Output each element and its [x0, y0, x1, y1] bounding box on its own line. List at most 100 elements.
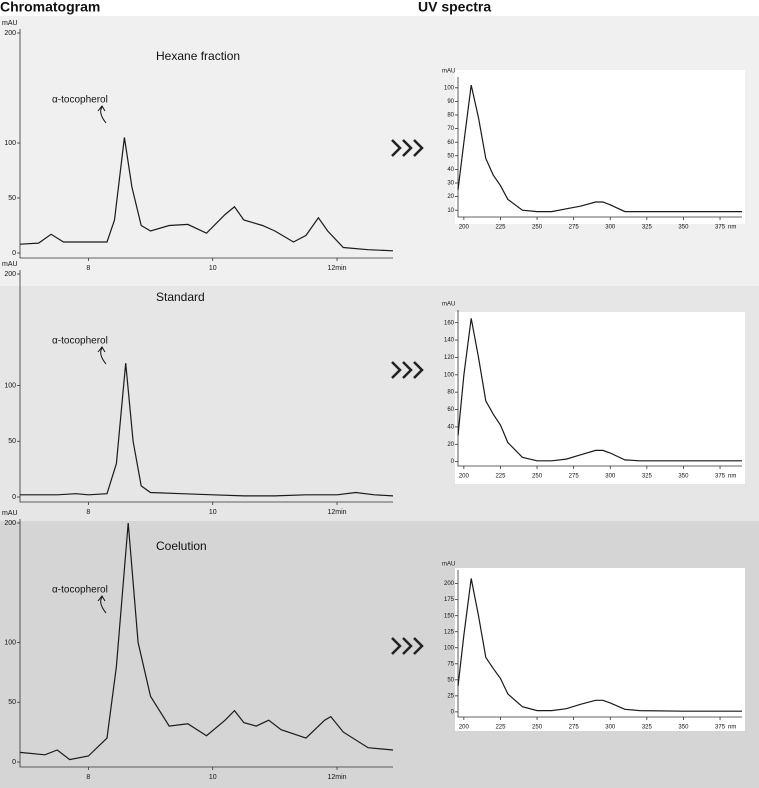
x-tick-label: 200 [459, 474, 470, 480]
peak-arrowhead [97, 595, 106, 602]
peak-arrow [100, 106, 107, 124]
y-tick-label: 50 [8, 438, 16, 445]
panel-title: Hexane fraction [156, 49, 240, 63]
y-axis-label: mAU [442, 302, 455, 308]
x-tick-label: 200 [459, 225, 470, 231]
y-tick-label: 100 [444, 85, 455, 91]
x-tick-label: 300 [605, 225, 616, 231]
y-tick-label: 10 [447, 208, 454, 214]
x-tick-label: 300 [605, 725, 616, 731]
x-tick-label: 250 [532, 474, 543, 480]
y-tick-label: 100 [444, 645, 455, 651]
y-axis-label: mAU [2, 20, 18, 27]
x-tick-label: 10 [209, 509, 217, 516]
x-tick-label: 200 [459, 725, 470, 731]
trace [19, 137, 394, 252]
y-tick-label: 50 [447, 153, 454, 159]
x-tick-label: 8 [86, 509, 90, 516]
x-axis-label: nm [728, 725, 736, 731]
axis [19, 519, 393, 768]
trace [20, 363, 394, 497]
panel-title: Coelution [156, 539, 207, 553]
peak-label: α-tocopherol [52, 95, 108, 106]
y-tick-label: 120 [444, 355, 455, 361]
y-tick-label: 200 [4, 30, 16, 37]
x-tick-label: 350 [678, 225, 689, 231]
x-tick-label: 10 [209, 774, 217, 781]
x-tick-label: 350 [678, 474, 689, 480]
y-tick-label: 40 [447, 424, 454, 430]
axis [457, 310, 742, 467]
x-tick-label: 12min [328, 774, 347, 781]
axis [457, 77, 742, 218]
y-tick-label: 100 [444, 372, 455, 378]
y-tick-label: 0 [451, 459, 455, 465]
y-tick-label: 75 [447, 661, 454, 667]
y-tick-label: 40 [447, 167, 454, 173]
x-tick-label: 275 [569, 725, 580, 731]
x-tick-label: 12min [328, 265, 347, 272]
y-tick-label: 200 [4, 520, 16, 527]
x-tick-label: 8 [86, 265, 90, 272]
trace [457, 578, 742, 712]
x-tick-label: 12min [328, 509, 347, 516]
axis [19, 29, 393, 259]
y-tick-label: 25 [447, 693, 454, 699]
y-axis-label: mAU [2, 261, 18, 268]
y-axis-label: mAU [2, 510, 18, 517]
trace [457, 318, 742, 462]
peak-arrow [100, 596, 107, 614]
y-axis-label: mAU [442, 69, 455, 75]
trace [457, 84, 742, 213]
y-tick-label: 60 [447, 140, 454, 146]
y-tick-label: 0 [12, 250, 16, 257]
header: UV spectra [418, 0, 491, 15]
peak-arrowhead [97, 105, 106, 112]
chevrons [391, 139, 424, 655]
x-tick-label: 275 [569, 225, 580, 231]
y-tick-label: 0 [12, 759, 16, 766]
peak-label: α-tocopherol [52, 585, 108, 596]
inset-bg [455, 312, 745, 484]
x-tick-label: 375 [715, 474, 726, 480]
axis [19, 270, 393, 503]
y-tick-label: 0 [451, 709, 455, 715]
y-tick-label: 100 [4, 140, 16, 147]
x-tick-label: 225 [495, 474, 506, 480]
x-tick-label: 325 [642, 474, 653, 480]
y-tick-label: 50 [447, 677, 454, 683]
axis [457, 570, 742, 718]
y-tick-label: 100 [4, 639, 16, 646]
inset-bg [455, 70, 745, 224]
x-tick-label: 8 [86, 774, 90, 781]
y-tick-label: 50 [8, 195, 16, 202]
x-tick-label: 275 [569, 474, 580, 480]
peak-label: α-tocopherol [52, 336, 108, 347]
y-tick-label: 125 [444, 629, 455, 635]
x-axis-label: nm [728, 474, 736, 480]
y-tick-label: 100 [4, 382, 16, 389]
y-tick-label: 0 [12, 494, 16, 501]
x-tick-label: 325 [642, 725, 653, 731]
x-tick-label: 300 [605, 474, 616, 480]
y-tick-label: 80 [447, 390, 454, 396]
y-tick-label: 80 [447, 113, 454, 119]
x-tick-label: 225 [495, 225, 506, 231]
trace [19, 522, 394, 761]
y-tick-label: 150 [444, 613, 455, 619]
x-tick-label: 375 [715, 225, 726, 231]
panel-title: Standard [156, 290, 205, 304]
y-tick-label: 160 [444, 320, 455, 326]
header: Chromatogram [0, 0, 100, 15]
x-tick-label: 350 [678, 725, 689, 731]
y-tick-label: 200 [444, 581, 455, 587]
y-tick-label: 20 [447, 194, 454, 200]
y-tick-label: 140 [444, 338, 455, 344]
y-axis-label: mAU [442, 562, 455, 568]
inset-bg [455, 568, 745, 731]
x-axis-label: nm [728, 225, 736, 231]
x-tick-label: 10 [209, 265, 217, 272]
peak-arrow [100, 347, 107, 365]
y-tick-label: 50 [8, 699, 16, 706]
